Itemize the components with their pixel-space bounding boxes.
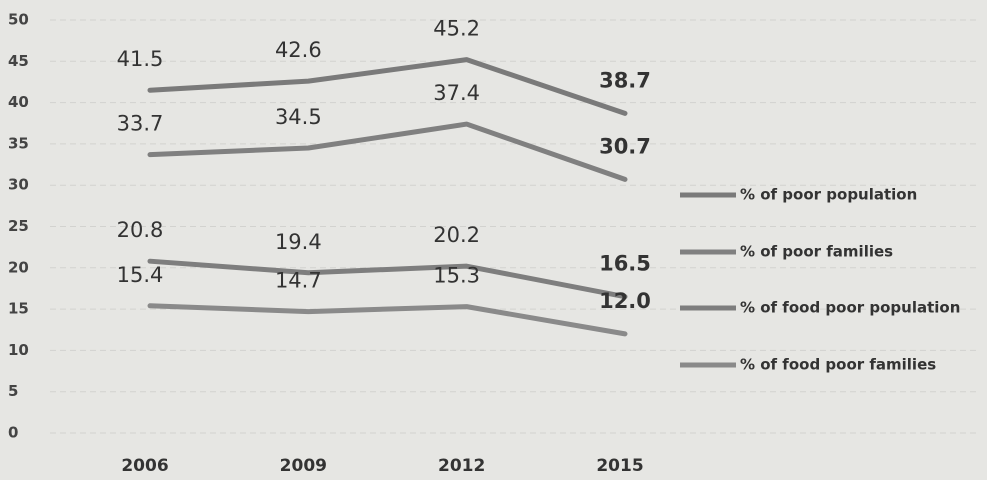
y-tick-label: 35 bbox=[8, 134, 29, 152]
series-line bbox=[147, 258, 628, 300]
y-tick-label: 20 bbox=[8, 258, 29, 276]
legend-label: % of poor population bbox=[740, 186, 917, 204]
x-tick-label: 2012 bbox=[438, 456, 485, 476]
data-label: 41.5 bbox=[117, 47, 164, 71]
data-label: 15.3 bbox=[433, 264, 480, 288]
data-label: 16.5 bbox=[599, 252, 651, 276]
y-tick-label: 30 bbox=[8, 176, 29, 194]
series-line bbox=[147, 303, 628, 337]
data-label: 20.2 bbox=[433, 223, 480, 247]
legend-label: % of poor families bbox=[740, 243, 893, 261]
data-label: 42.6 bbox=[275, 38, 322, 62]
data-label: 14.7 bbox=[275, 269, 322, 293]
y-tick-label: 0 bbox=[8, 424, 18, 442]
data-label: 12.0 bbox=[599, 289, 651, 313]
y-tick-label: 5 bbox=[8, 382, 18, 400]
y-tick-label: 10 bbox=[8, 341, 29, 359]
x-tick-label: 2006 bbox=[121, 456, 168, 476]
legend-label: % of food poor families bbox=[740, 356, 936, 374]
y-tick-label: 50 bbox=[8, 11, 29, 29]
data-label: 33.7 bbox=[117, 112, 164, 136]
x-tick-label: 2009 bbox=[280, 456, 327, 476]
data-label: 37.4 bbox=[433, 81, 480, 105]
y-tick-label: 40 bbox=[8, 93, 29, 111]
y-tick-label: 15 bbox=[8, 300, 29, 318]
data-label: 19.4 bbox=[275, 230, 322, 254]
series-line bbox=[147, 121, 628, 182]
data-label: 34.5 bbox=[275, 105, 322, 129]
legend-label: % of food poor population bbox=[740, 299, 960, 317]
data-label: 38.7 bbox=[599, 68, 651, 92]
data-label: 30.7 bbox=[599, 134, 651, 158]
y-tick-label: 45 bbox=[8, 52, 29, 70]
data-label: 20.8 bbox=[117, 218, 164, 242]
data-label: 15.4 bbox=[117, 263, 164, 287]
y-tick-label: 25 bbox=[8, 217, 29, 235]
x-tick-label: 2015 bbox=[596, 456, 643, 476]
series-line bbox=[147, 57, 628, 116]
data-label: 45.2 bbox=[433, 17, 480, 41]
